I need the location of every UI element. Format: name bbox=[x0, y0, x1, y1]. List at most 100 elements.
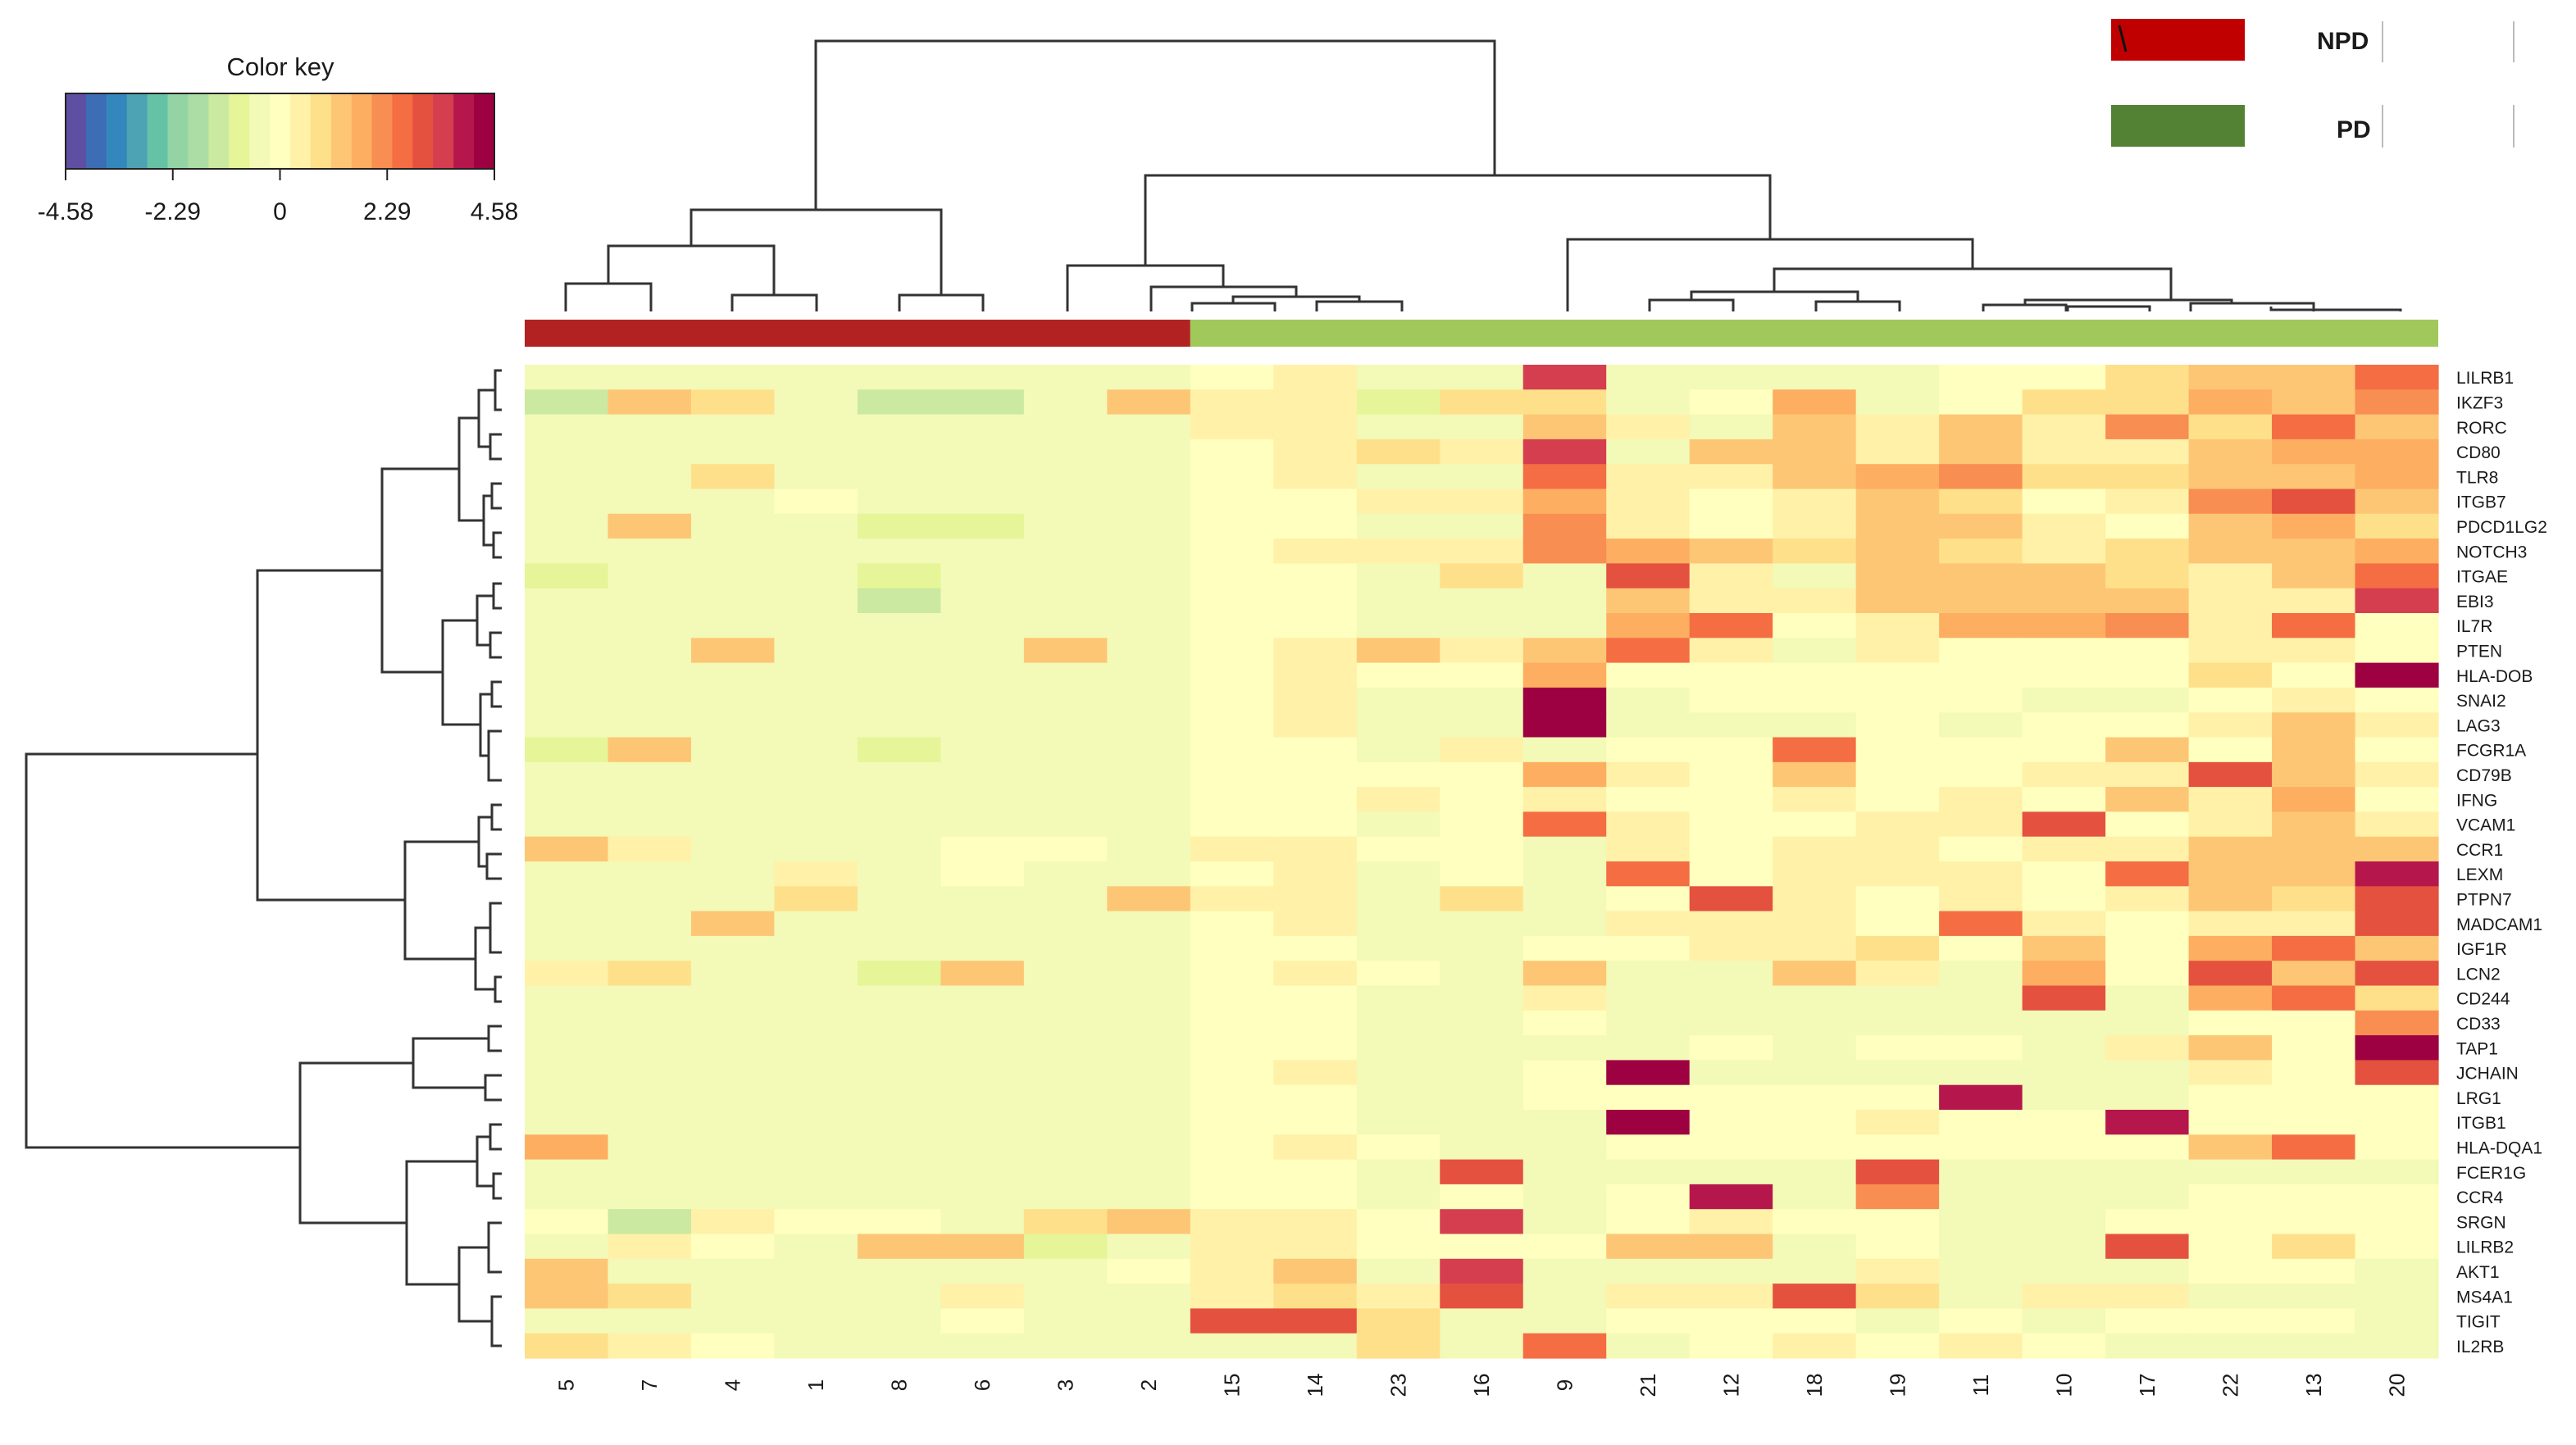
heatmap-cell bbox=[1689, 365, 1773, 390]
heatmap-cell bbox=[2355, 811, 2439, 838]
heatmap-cell bbox=[1190, 513, 1274, 539]
heatmap-cell bbox=[1440, 638, 1524, 664]
heatmap-cell bbox=[1689, 687, 1773, 713]
heatmap-cell bbox=[690, 1258, 776, 1284]
column-label: 17 bbox=[2135, 1374, 2160, 1397]
heatmap-cell bbox=[1689, 464, 1773, 490]
heatmap-cell bbox=[1773, 886, 1857, 912]
heatmap-cell bbox=[1190, 911, 1274, 937]
heatmap-cell bbox=[1440, 985, 1524, 1011]
heatmap-cell bbox=[1273, 886, 1358, 912]
heatmap-cell bbox=[690, 1084, 776, 1111]
heatmap-cell bbox=[690, 638, 776, 664]
heatmap-cell bbox=[1855, 1084, 1940, 1111]
heatmap-cell bbox=[940, 1308, 1025, 1334]
heatmap-cell bbox=[1023, 1308, 1108, 1334]
heatmap-cell bbox=[857, 1184, 941, 1210]
heatmap-cell bbox=[2188, 588, 2273, 614]
heatmap-cell bbox=[2188, 662, 2273, 688]
heatmap-cell bbox=[1939, 538, 2023, 564]
column-label: 21 bbox=[1636, 1374, 1660, 1397]
heatmap-cell bbox=[774, 1258, 858, 1284]
heatmap-cell bbox=[690, 687, 776, 713]
heatmap-cell bbox=[1273, 687, 1358, 713]
heatmap-cell bbox=[1273, 861, 1358, 887]
heatmap-cell bbox=[1773, 1035, 1857, 1061]
heatmap-cell bbox=[1522, 365, 1607, 390]
heatmap-cell bbox=[2272, 662, 2356, 688]
heatmap-cell bbox=[1440, 513, 1524, 539]
col-dendro-link bbox=[2066, 305, 2151, 311]
heatmap-cell bbox=[1939, 811, 2023, 838]
heatmap-cell bbox=[2105, 1110, 2190, 1135]
heatmap-cell bbox=[1023, 811, 1108, 838]
heatmap-cell bbox=[2272, 836, 2356, 862]
heatmap-cell bbox=[2188, 836, 2273, 862]
heatmap-cell bbox=[2272, 1258, 2356, 1284]
heatmap-cell bbox=[1855, 1184, 1940, 1210]
heatmap-cell bbox=[1023, 761, 1108, 788]
heatmap-cell bbox=[1107, 1134, 1191, 1161]
heatmap-cell bbox=[1440, 961, 1524, 987]
heatmap-cell bbox=[1190, 961, 1274, 987]
heatmap-cell bbox=[2188, 886, 2273, 912]
row-label: IGF1R bbox=[2456, 940, 2507, 959]
heatmap-cell bbox=[1356, 563, 1440, 589]
color-key-tick-label: -2.29 bbox=[145, 198, 201, 225]
row-label: IL2RB bbox=[2456, 1338, 2504, 1356]
heatmap-cell bbox=[1273, 1159, 1358, 1185]
heatmap-cell bbox=[608, 638, 692, 664]
heatmap-cell bbox=[1273, 1209, 1358, 1235]
color-key-swatch bbox=[270, 93, 291, 169]
heatmap-cell bbox=[1606, 1159, 1691, 1185]
heatmap-cell bbox=[1606, 1308, 1691, 1334]
heatmap-cell bbox=[690, 911, 776, 937]
heatmap-cell bbox=[690, 1184, 776, 1210]
row-dendro-link bbox=[412, 1037, 489, 1089]
row-dendro-link bbox=[494, 369, 502, 411]
heatmap-cell bbox=[2272, 712, 2356, 738]
row-label: MADCAM1 bbox=[2456, 916, 2542, 934]
legend-npd-mark bbox=[2118, 25, 2128, 52]
heatmap-cell bbox=[1190, 464, 1274, 490]
heatmap-cell bbox=[1773, 1234, 1857, 1260]
row-label: ITGAE bbox=[2456, 568, 2508, 587]
heatmap-cell bbox=[2022, 761, 2106, 788]
heatmap-cell bbox=[2188, 1209, 2273, 1235]
heatmap-cell bbox=[1356, 761, 1440, 788]
row-label: LRG1 bbox=[2456, 1089, 2501, 1108]
heatmap-cell bbox=[2188, 464, 2273, 490]
heatmap-cell bbox=[1107, 662, 1191, 688]
heatmap-cell bbox=[1023, 563, 1108, 589]
heatmap-cell bbox=[2188, 811, 2273, 838]
heatmap-cell bbox=[1773, 1258, 1857, 1284]
heatmap-cell bbox=[525, 1284, 609, 1309]
heatmap-cell bbox=[1855, 513, 1940, 539]
heatmap-cell bbox=[690, 563, 776, 589]
heatmap-cell bbox=[940, 1234, 1025, 1260]
heatmap-cell bbox=[857, 836, 941, 862]
heatmap-cell bbox=[690, 1284, 776, 1309]
heatmap-cell bbox=[1440, 787, 1524, 812]
heatmap-cell bbox=[857, 811, 941, 838]
heatmap-cell bbox=[2105, 1209, 2190, 1235]
heatmap-cell bbox=[2272, 538, 2356, 564]
heatmap-cell bbox=[1522, 513, 1607, 539]
heatmap-cell bbox=[1356, 985, 1440, 1011]
heatmap-cell bbox=[1023, 1060, 1108, 1086]
heatmap-cell bbox=[525, 1333, 609, 1359]
heatmap-cell bbox=[1855, 662, 1940, 688]
heatmap-cell bbox=[1773, 1184, 1857, 1210]
heatmap-cell bbox=[2022, 365, 2106, 390]
heatmap-cell bbox=[1440, 886, 1524, 912]
heatmap-cell bbox=[2355, 538, 2439, 564]
heatmap-cell bbox=[608, 935, 692, 961]
heatmap-cell bbox=[1273, 389, 1358, 416]
heatmap-cell bbox=[1023, 1284, 1108, 1309]
heatmap-cell bbox=[1855, 737, 1940, 763]
heatmap-cell bbox=[1023, 1110, 1108, 1135]
heatmap-cell bbox=[608, 1209, 692, 1235]
heatmap-cell bbox=[690, 787, 776, 812]
heatmap-cell bbox=[2188, 365, 2273, 390]
